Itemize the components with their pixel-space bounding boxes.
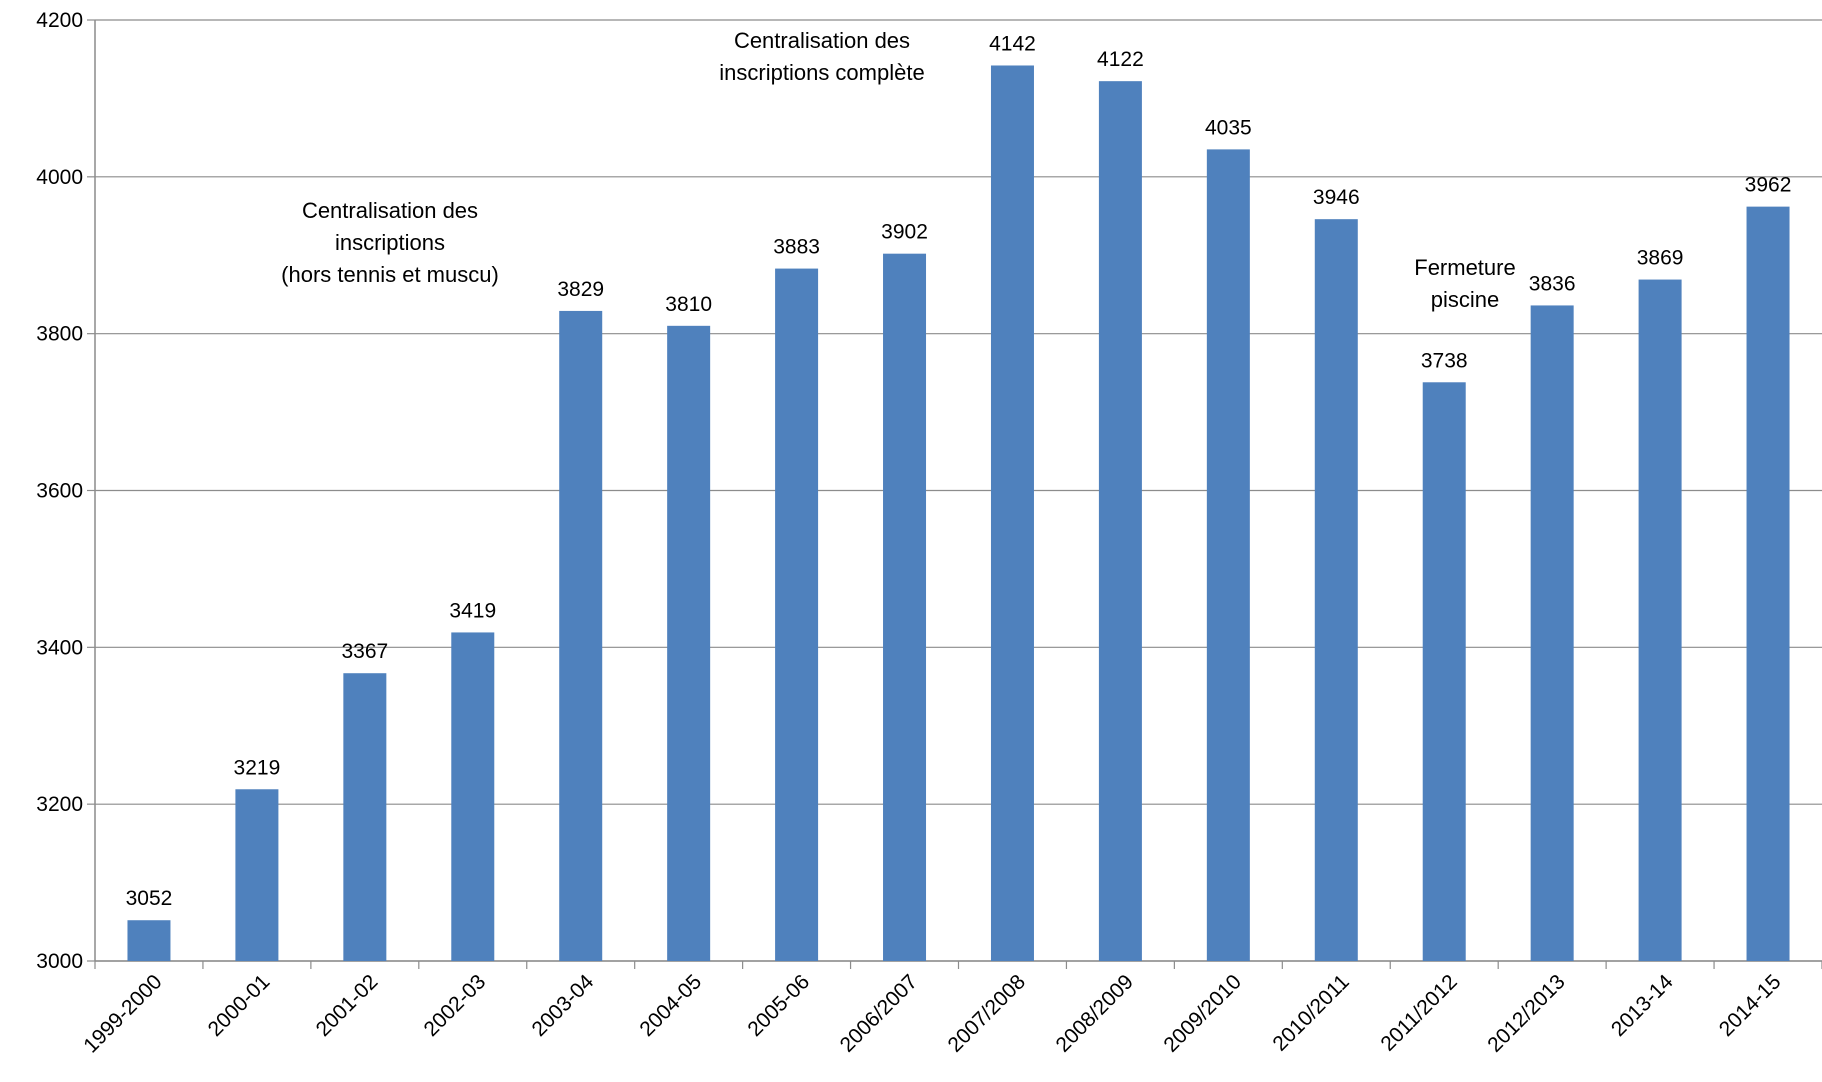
annotations: Centralisation des inscriptions (hors tenn… [281,28,1516,312]
data-label: 4035 [1205,116,1252,139]
data-label: 3419 [449,599,496,622]
y-tick-label: 3600 [36,480,83,503]
bar [1422,382,1466,961]
x-tick-label: 2002-03 [420,970,491,1041]
y-tick-label: 3000 [36,950,83,973]
bar [1098,81,1142,962]
bar [1314,219,1358,961]
annotation: Centralisation des inscriptions (hors tenn… [281,198,499,287]
data-label: 4122 [1097,48,1144,71]
bar [667,325,711,961]
data-label: 3962 [1745,174,1792,197]
annotation-line: inscriptions complète [719,60,924,85]
bar [1746,206,1790,962]
x-tick-label: 2011/2012 [1376,970,1461,1055]
x-tick-label: 2008/2009 [1051,970,1137,1056]
annotation-line: (hors tennis et muscu) [281,262,499,287]
bar [559,310,603,961]
x-tick-label: 2004-05 [635,970,706,1041]
data-label: 3738 [1421,349,1468,372]
x-tick-label: 2003-04 [527,970,598,1041]
data-label: 3829 [557,278,604,301]
annotation-line: Centralisation des [302,198,478,223]
y-tick-label: 3200 [36,793,83,816]
annotation-line: inscriptions [335,230,445,255]
bar [127,920,171,961]
data-label: 3869 [1637,247,1684,270]
x-tick-label: 2005-06 [743,970,814,1041]
annotation: Centralisation des inscriptions complète [719,28,924,85]
x-tick-label: 1999-2000 [79,970,166,1057]
bar [343,673,387,961]
y-tick-label: 4200 [36,9,83,32]
y-tick-label: 3400 [36,636,83,659]
data-label: 3836 [1529,272,1576,295]
bar [1206,149,1250,961]
x-tick-labels: 1999-2000 2000-01 2001-02 2002-03 2003-04 200… [79,970,1785,1058]
x-tick-label: 2013-14 [1607,970,1678,1041]
bar [883,253,927,962]
x-tick-label: 2000-01 [204,970,275,1041]
data-label: 3367 [341,640,388,663]
y-tick-label: 3800 [36,323,83,346]
annotation-line: Fermeture [1414,255,1515,280]
data-label: 3219 [234,756,281,779]
x-tick-label: 2014-15 [1715,970,1786,1041]
data-label: 3946 [1313,186,1360,209]
y-tick-label: 4000 [36,166,83,189]
bar [1638,279,1682,961]
annotation: Fermeture piscine [1414,255,1515,312]
data-labels: 3052 3219 3367 3419 3829 3810 3883 3902 4142 4122… [126,32,1792,910]
x-tick-label: 2007/2008 [944,970,1030,1056]
x-tick-label: 2009/2010 [1159,970,1245,1056]
annotation-line: Centralisation des [734,28,910,53]
bar [451,632,495,961]
y-tick-labels: 3000 3200 3400 3600 3800 4000 4200 [36,9,83,973]
bars [127,65,1790,962]
x-tick-label: 2001-02 [312,970,383,1041]
bar [235,789,279,961]
x-tick-label: 2006/2007 [836,970,922,1056]
data-label: 4142 [989,32,1036,55]
bar [990,65,1034,961]
x-tick-label: 2012/2013 [1483,970,1569,1056]
data-label: 3883 [773,236,820,259]
data-label: 3052 [126,887,173,910]
data-label: 3810 [665,293,712,316]
bar [1530,305,1574,962]
annotation-line: piscine [1431,287,1499,312]
data-label: 3902 [881,221,928,244]
bar [775,268,819,962]
x-tick-label: 2010/2011 [1268,970,1353,1055]
